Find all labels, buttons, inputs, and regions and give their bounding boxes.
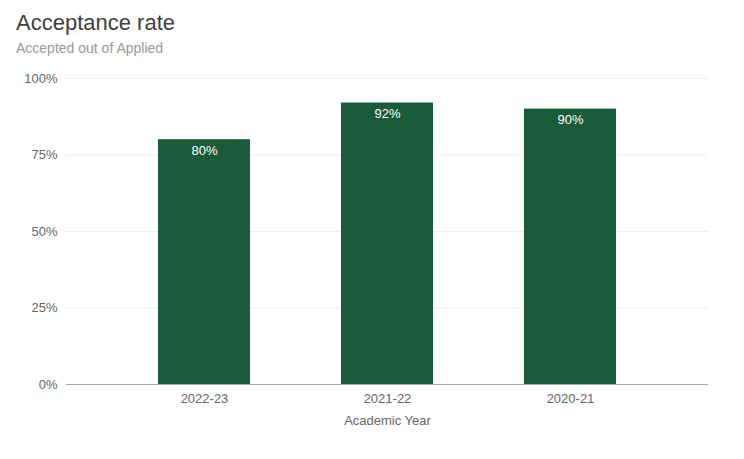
svg-text:0%: 0% <box>39 377 58 392</box>
svg-text:50%: 50% <box>31 224 57 239</box>
svg-text:80%: 80% <box>191 143 217 158</box>
html-text:Accepted out of Applied: Accepted out of Applied <box>16 40 164 56</box>
svg-text:90%: 90% <box>557 112 583 127</box>
svg-text:92%: 92% <box>374 106 400 121</box>
svg-text:75%: 75% <box>31 147 57 162</box>
html-text:Acceptance rate: Acceptance rate <box>16 10 175 35</box>
svg-text:2020-21: 2020-21 <box>547 391 595 406</box>
svg-text:2022-23: 2022-23 <box>181 391 229 406</box>
svg-text:100%: 100% <box>24 71 58 86</box>
svg-text:Academic Year: Academic Year <box>344 413 431 428</box>
svg-text:2021-22: 2021-22 <box>364 391 412 406</box>
svg-text:25%: 25% <box>31 300 57 315</box>
